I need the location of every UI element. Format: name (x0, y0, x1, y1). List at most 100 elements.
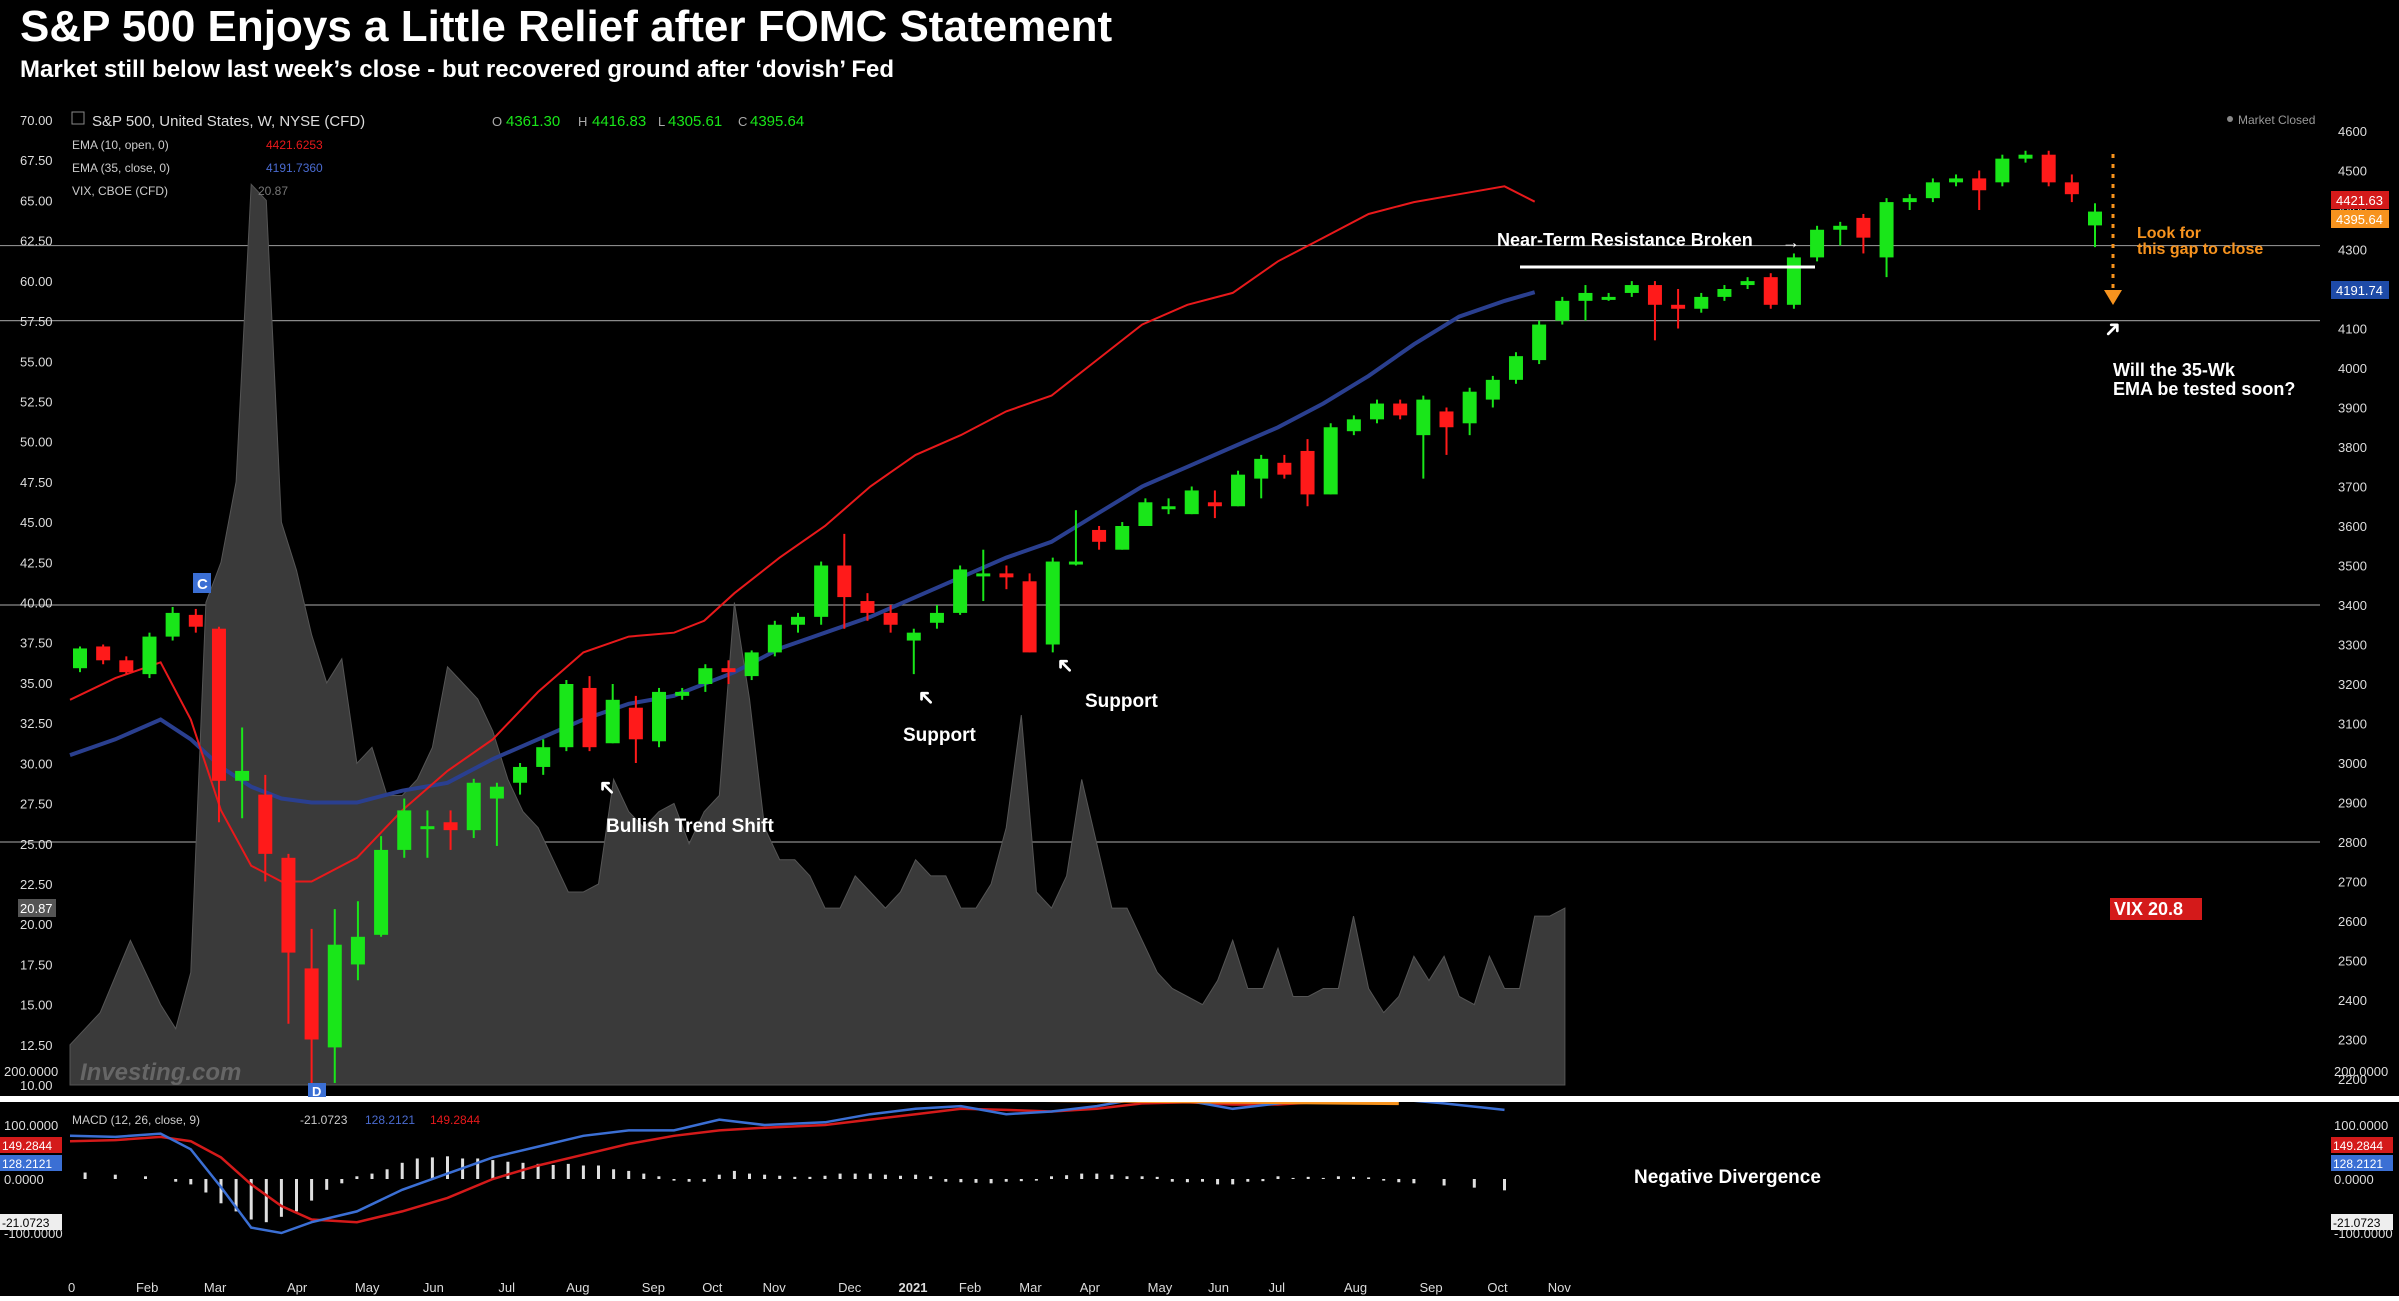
price-tick-label: 2300 (2338, 1033, 2367, 1048)
price-tick-label: 3100 (2338, 717, 2367, 732)
candle-body (1416, 399, 1431, 436)
candle-body (883, 612, 898, 625)
candle-body (1647, 285, 1662, 305)
macd-tick-label: 0.0000 (4, 1172, 44, 1187)
candle-body (1578, 292, 1593, 301)
legend-ema35-value: 4191.7360 (266, 161, 323, 175)
x-tick-label: 2021 (899, 1280, 928, 1295)
legend-low-label: L (658, 114, 665, 129)
ema10-line (69, 185, 1536, 883)
vix-tag-badge (2110, 898, 2202, 920)
price-tick-label: 2900 (2338, 796, 2367, 811)
candle-body (420, 826, 435, 830)
vix-tick-label: 47.50 (20, 475, 53, 490)
price-tick-label: 3300 (2338, 638, 2367, 653)
vix-tick-label: 70.00 (20, 113, 53, 128)
legend: S&P 500, United States, W, NYSE (CFD) O … (71, 111, 2315, 198)
vix-tick-label: 25.00 (20, 837, 53, 852)
candle-body (1462, 391, 1477, 424)
candle-body (489, 786, 504, 799)
candle-body (1346, 419, 1361, 432)
price-tick-label: 4500 (2338, 164, 2367, 179)
x-tick-label: May (1148, 1280, 1173, 1295)
price-tick-label: 3500 (2338, 559, 2367, 574)
candle-body (2041, 154, 2056, 183)
candle-body (96, 646, 111, 661)
macd-signal-line (69, 1096, 1505, 1224)
legend-close-label: C (738, 114, 747, 129)
vix-tick-label: 67.50 (20, 153, 53, 168)
legend-vix-label: VIX, CBOE (CFD) (72, 184, 168, 198)
tag-vix: 20.87 (20, 901, 53, 916)
macd-tag-left-mid: 128.2121 (2, 1157, 52, 1171)
collapse-icon[interactable] (71, 111, 85, 125)
price-tick-label: 3900 (2338, 401, 2367, 416)
vix-tick-label: 52.50 (20, 394, 53, 409)
candle-body (1068, 561, 1083, 565)
candle-body (1694, 296, 1709, 309)
price-tick-label: 3400 (2338, 598, 2367, 613)
candle-body (1138, 502, 1153, 526)
marker-c: C (197, 576, 208, 593)
candle-body (443, 822, 458, 831)
macd-label: MACD (12, 26, close, 9) (72, 1113, 200, 1127)
candle-body (188, 614, 203, 627)
candle-body (721, 668, 736, 673)
vix-tick-label: 45.00 (20, 515, 53, 530)
macd-tick-label: 100.0000 (4, 1118, 58, 1133)
candle-body (1300, 450, 1315, 495)
vix-area (69, 183, 1566, 1086)
candle-body (1810, 229, 1825, 258)
x-tick-label: Oct (702, 1280, 723, 1295)
x-tick-label: May (355, 1280, 380, 1295)
vix-tick-label: 37.50 (20, 636, 53, 651)
price-tick-label: 2600 (2338, 914, 2367, 929)
price-tick-label: 3600 (2338, 519, 2367, 534)
candle-body (1972, 178, 1987, 191)
legend-vix-value: 20.87 (258, 184, 288, 198)
gap-label-2: this gap to close (2137, 241, 2263, 258)
candle-body (119, 660, 134, 673)
vix-tick-label: 50.00 (20, 435, 53, 450)
candle-body (2088, 211, 2102, 226)
candle-body (304, 968, 319, 1040)
candle-body (1439, 411, 1454, 428)
vix-tick-label: 55.00 (20, 354, 53, 369)
vix-tick-label: 12.50 (20, 1038, 53, 1053)
candle-body (2018, 154, 2033, 159)
gap-arrow-icon (2104, 290, 2122, 305)
candle-body (698, 668, 713, 684)
candle-body (73, 648, 87, 669)
candle-body (1277, 462, 1292, 475)
gap-label-1: Look for (2137, 225, 2201, 242)
ema-question-1: Will the 35-Wk (2113, 360, 2236, 380)
macd-tag-right-hist: -21.0723 (2333, 1216, 2381, 1230)
tag-ema35: 4191.74 (2336, 283, 2383, 298)
divergence-label: Negative Divergence (1634, 1167, 1821, 1188)
legend-ema10-value: 4421.6253 (266, 138, 323, 152)
candle-body (1207, 502, 1222, 507)
legend-close: 4395.64 (750, 113, 804, 130)
candle-body (1740, 281, 1755, 286)
candle-body (397, 810, 412, 850)
legend-open: 4361.30 (506, 113, 560, 130)
candle-body (675, 691, 690, 696)
macd-tag-left-hist: -21.0723 (2, 1216, 50, 1230)
vix-tick-label: 20.00 (20, 917, 53, 932)
vix-tick-label: 22.50 (20, 877, 53, 892)
candle-body (142, 636, 157, 675)
vix-tick-label: 15.00 (20, 998, 53, 1013)
x-tick-label: Mar (204, 1280, 227, 1295)
candle-body (1555, 300, 1570, 321)
vix-tick-label: 40.00 (20, 596, 53, 611)
candle-body (1370, 403, 1385, 420)
candle-body (999, 573, 1014, 578)
vix-tick-label: 32.50 (20, 716, 53, 731)
macd-line (69, 1096, 1505, 1235)
x-tick-label: Jun (423, 1280, 444, 1295)
candle-body (1323, 427, 1338, 495)
candle-body (165, 612, 180, 637)
candle-body (1902, 198, 1917, 203)
vix-tick-label: 60.00 (20, 274, 53, 289)
legend-high-label: H (578, 114, 587, 129)
